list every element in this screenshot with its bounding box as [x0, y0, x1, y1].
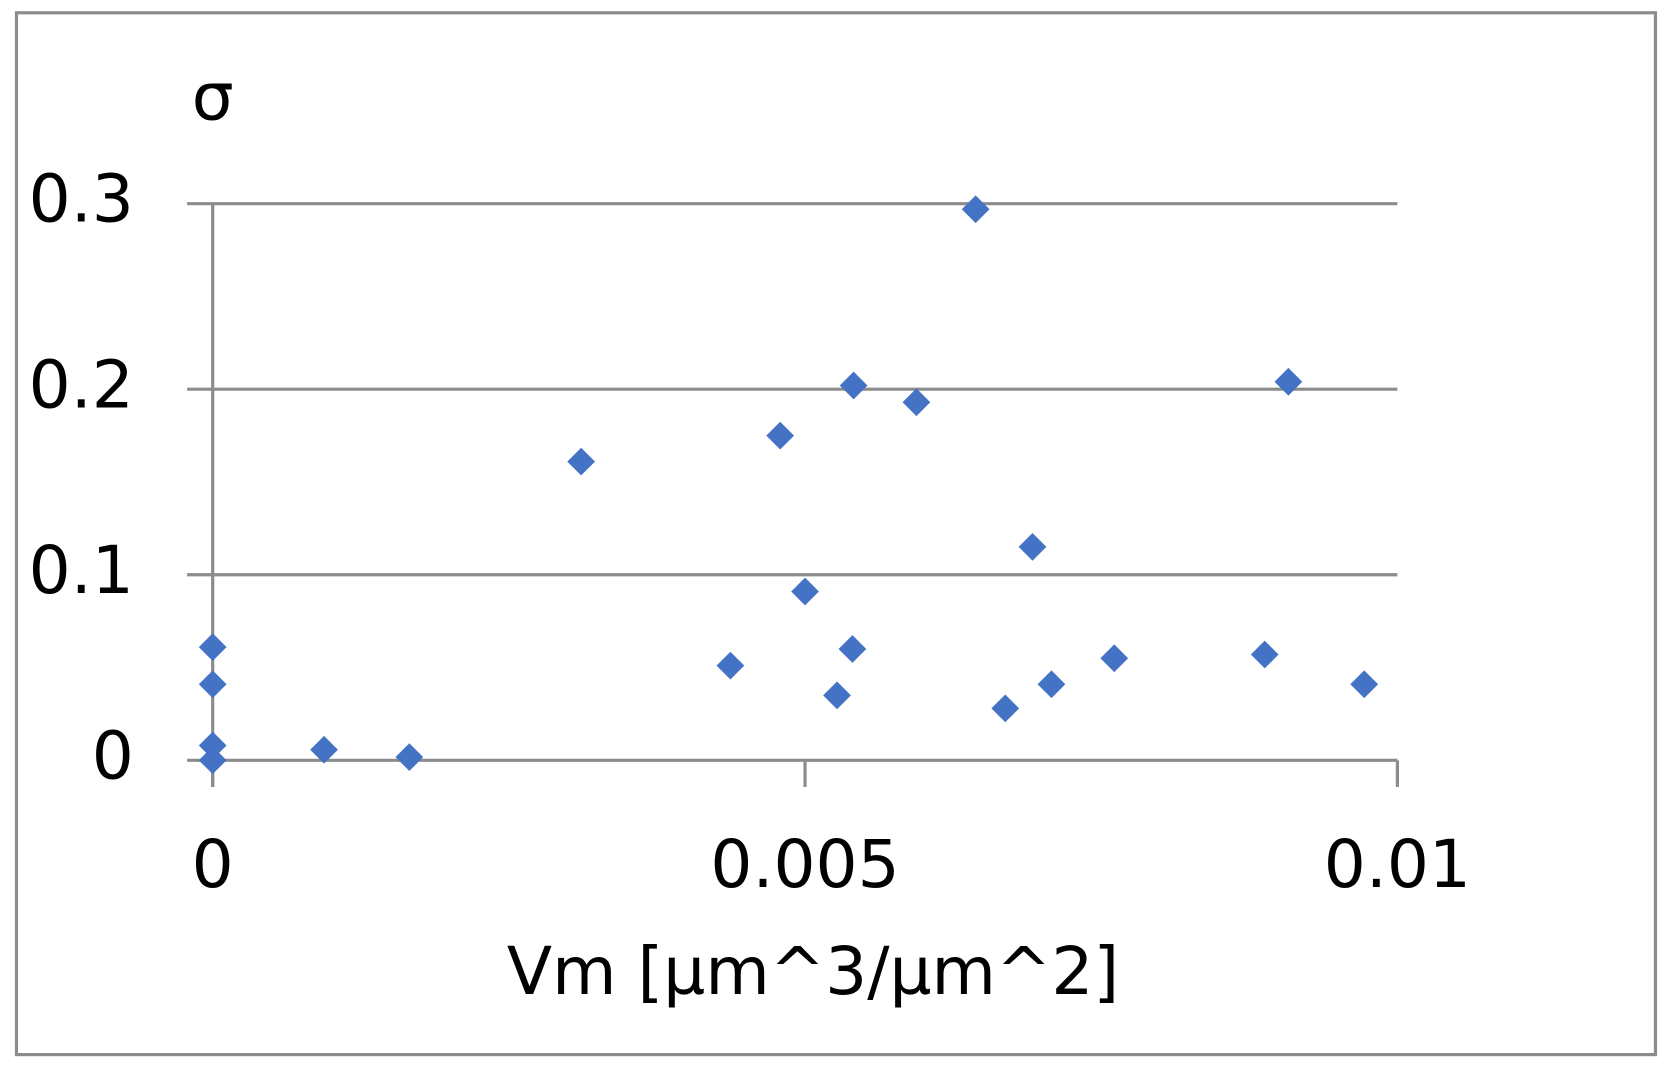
x-tick-label: 0.005 — [710, 826, 899, 903]
x-axis-title: Vm [µm^3/µm^2] — [507, 933, 1119, 1010]
y-tick-label: 0.3 — [29, 161, 134, 238]
point — [961, 195, 990, 224]
x-tick-label: 0.01 — [1324, 826, 1471, 903]
point — [310, 735, 338, 764]
y-tick-label: 0.2 — [29, 346, 134, 423]
point — [791, 577, 819, 606]
x-tick-label: 0 — [192, 826, 234, 903]
y-tick-label: 0 — [92, 717, 134, 794]
point — [1018, 533, 1047, 561]
y-axis-title: σ — [192, 58, 234, 135]
point — [991, 694, 1020, 723]
y-tick-label: 0.1 — [29, 532, 134, 609]
point — [567, 447, 595, 476]
point — [1274, 367, 1303, 396]
chart-frame — [14, 11, 1658, 1057]
